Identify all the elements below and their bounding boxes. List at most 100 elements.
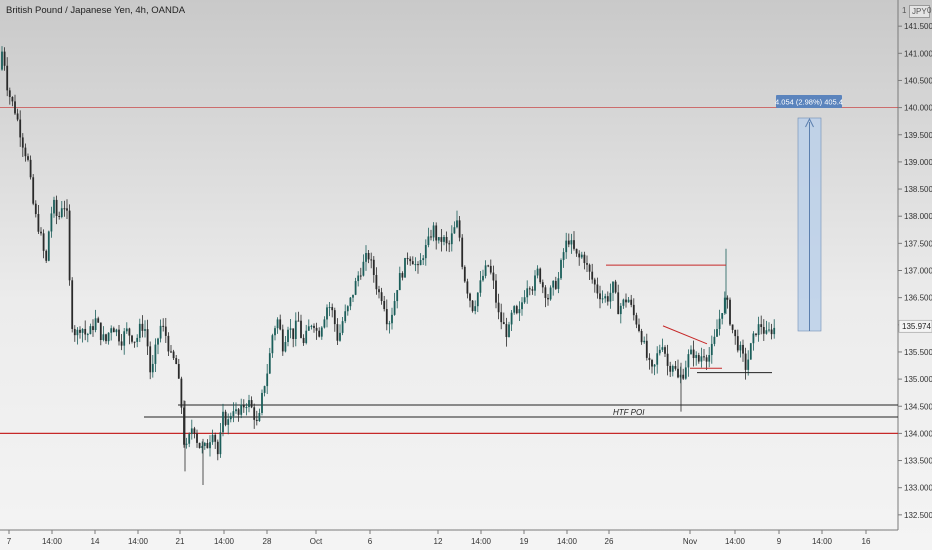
price-tick-label: 134.000 — [904, 429, 932, 438]
candle-body — [536, 268, 539, 276]
candle-body — [601, 298, 604, 300]
axis-top-label: 1 — [902, 6, 907, 15]
candle-body — [45, 250, 48, 261]
candle-body — [6, 65, 9, 91]
candle-body — [300, 320, 302, 338]
currency-badge[interactable]: JPY — [909, 5, 930, 18]
candle-body — [354, 281, 357, 295]
chart-title: British Pound / Japanese Yen, 4h, OANDA — [6, 5, 186, 16]
candle-body — [729, 299, 731, 325]
candle-body — [718, 318, 721, 330]
candle-body — [92, 326, 94, 331]
candle-body — [107, 332, 110, 342]
candle-body — [583, 254, 586, 264]
candle-body — [456, 220, 458, 228]
candle-body — [664, 347, 666, 354]
candle-body — [79, 329, 81, 333]
candle-body — [281, 329, 284, 352]
candle-body — [378, 289, 380, 293]
candle-body — [609, 292, 612, 302]
candle-body — [227, 419, 230, 425]
price-tick-label: 135.500 — [904, 348, 932, 357]
price-tick-label: 141.000 — [904, 49, 932, 58]
candle-body — [266, 373, 269, 387]
candle-body — [419, 260, 422, 266]
candle-body — [271, 335, 274, 354]
time-tick-label: 28 — [263, 537, 272, 546]
candle-body — [544, 287, 547, 298]
candle-body — [305, 330, 308, 344]
candle-body — [422, 258, 425, 261]
candle-body — [445, 236, 448, 244]
candle-body — [765, 330, 768, 334]
candle-body — [505, 324, 508, 338]
candle-body — [414, 264, 417, 266]
candle-body — [375, 275, 378, 290]
candle-body — [86, 334, 89, 336]
candle-body — [762, 327, 765, 334]
candle-body — [211, 434, 214, 443]
price-tick-label: 139.000 — [904, 158, 932, 167]
candle-body — [154, 344, 157, 364]
candle-body — [141, 323, 144, 331]
candle-body — [53, 199, 55, 214]
candle-body — [313, 325, 315, 328]
candle-body — [55, 199, 58, 216]
candle-body — [619, 305, 622, 315]
price-tick-label: 136.500 — [904, 294, 932, 303]
candle-body — [359, 275, 362, 277]
candle-body — [565, 240, 568, 253]
candle-body — [622, 299, 625, 306]
candle-body — [89, 326, 92, 335]
candle-body — [562, 252, 565, 261]
candle-body — [411, 261, 414, 265]
time-tick-label: 7 — [7, 537, 12, 546]
candle-body — [32, 177, 35, 204]
candle-body — [484, 265, 487, 276]
candle-body — [190, 428, 193, 435]
candle-body — [705, 357, 708, 362]
candle-body — [349, 297, 352, 307]
candle-body — [219, 432, 222, 455]
candle-body — [357, 275, 360, 282]
candle-body — [497, 302, 500, 313]
candle-body — [60, 208, 63, 218]
candle-body — [671, 366, 674, 372]
candle-body — [198, 442, 201, 449]
candle-body — [461, 237, 464, 267]
candle-body — [567, 240, 570, 245]
candle-body — [346, 306, 349, 312]
candle-body — [606, 296, 609, 302]
candle-body — [162, 325, 165, 327]
candle-body — [749, 343, 752, 360]
time-tick-label: 14:00 — [725, 537, 746, 546]
candle-body — [635, 315, 638, 325]
candle-body — [336, 324, 339, 341]
candle-body — [690, 349, 692, 355]
candle-body — [284, 342, 287, 352]
candle-body — [716, 329, 718, 337]
candle-body — [367, 252, 370, 260]
candle-body — [214, 434, 217, 442]
time-tick-label: 14:00 — [812, 537, 833, 546]
candle-body — [466, 281, 469, 294]
candle-body — [692, 349, 695, 359]
candle-body — [14, 101, 16, 114]
candle-body — [3, 51, 6, 66]
candle-body — [435, 225, 438, 241]
candle-body — [21, 137, 24, 148]
candle-body — [632, 304, 635, 316]
candle-body — [302, 337, 305, 344]
candle-body — [713, 336, 716, 344]
poi-label: HTF POI — [613, 408, 645, 417]
price-tick-label: 138.500 — [904, 185, 932, 194]
candle-body — [188, 434, 191, 444]
drawn-trend-line[interactable] — [662, 325, 708, 345]
candle-body — [276, 319, 279, 329]
candle-body — [391, 314, 393, 324]
candle-body — [380, 292, 383, 302]
candle-body — [144, 329, 146, 331]
candle-body — [339, 332, 341, 341]
